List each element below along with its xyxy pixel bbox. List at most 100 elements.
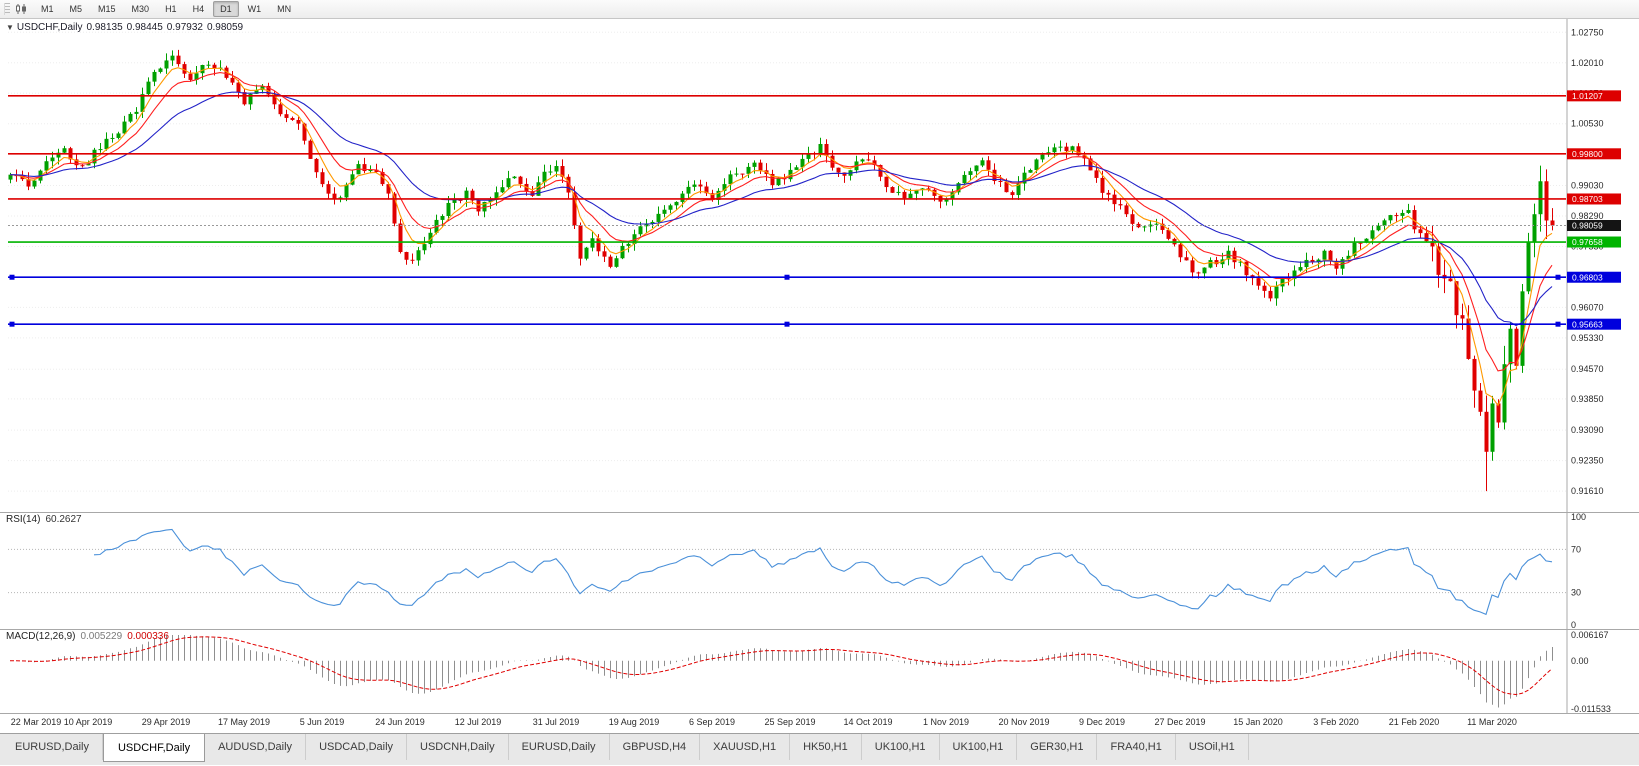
svg-text:1.01207: 1.01207 — [1572, 91, 1603, 101]
chart-tab-1-usdchf-daily[interactable]: USDCHF,Daily — [102, 734, 206, 762]
svg-text:0.93850: 0.93850 — [1571, 394, 1604, 404]
date-axis-labels: 22 Mar 2019 10 Apr 2019 29 Apr 2019 17 May … — [11, 717, 1517, 727]
level-badge-0.95663: 0.95663 — [1567, 318, 1621, 330]
chart-tab-5-eurusd-daily[interactable]: EURUSD,Daily — [509, 734, 610, 760]
svg-text:10 Apr 2019: 10 Apr 2019 — [64, 717, 113, 727]
macd-name: MACD(12,26,9) — [6, 631, 76, 642]
level-badge-1.01207: 1.01207 — [1567, 90, 1621, 102]
timeframe-button-m1[interactable]: M1 — [41, 4, 54, 14]
timeframe-buttons-group: M1 M5 M15 M30 H1 H4 D1 W1 MN — [33, 1, 299, 17]
level-handle[interactable] — [9, 321, 15, 327]
rsi-name: RSI(14) — [6, 514, 41, 525]
svg-text:27 Dec 2019: 27 Dec 2019 — [1154, 717, 1205, 727]
svg-text:1.02750: 1.02750 — [1571, 27, 1604, 37]
symbol-period-label: USDCHF,Daily — [16, 22, 83, 33]
timeframe-button-h4[interactable]: H4 — [192, 4, 205, 14]
timeframe-button-m15[interactable]: M15 — [98, 4, 116, 14]
chart-ohlc-title: ▼ USDCHF,Daily 0.98135 0.98445 0.97932 0.9805… — [6, 22, 247, 33]
timeframe-button-d1[interactable]: D1 — [213, 1, 239, 17]
svg-text:11 Mar 2020: 11 Mar 2020 — [1467, 717, 1517, 727]
symbol-dropdown-icon[interactable]: ▼ — [6, 23, 14, 32]
svg-text:-0.011533: -0.011533 — [1571, 704, 1611, 714]
svg-text:0.99800: 0.99800 — [1572, 149, 1603, 159]
svg-text:30: 30 — [1571, 588, 1581, 598]
chart-tab-3-usdcad-daily[interactable]: USDCAD,Daily — [306, 734, 408, 760]
chart-tab-10-uk100-h1[interactable]: UK100,H1 — [940, 734, 1018, 760]
level-badge-0.97658: 0.97658 — [1567, 236, 1621, 248]
timeframe-button-mn[interactable]: MN — [277, 4, 292, 14]
svg-text:6 Sep 2019: 6 Sep 2019 — [689, 717, 735, 727]
svg-text:31 Jul 2019: 31 Jul 2019 — [533, 717, 580, 727]
chart-area: 1.027501.020101.012701.005300.990300.982… — [0, 19, 1639, 733]
chart-tab-12-fra40-h1[interactable]: FRA40,H1 — [1097, 734, 1176, 760]
level-handle[interactable] — [784, 274, 790, 280]
svg-text:0.96070: 0.96070 — [1571, 302, 1604, 312]
svg-text:0.99030: 0.99030 — [1571, 181, 1604, 191]
chart-tab-4-usdcnh-daily[interactable]: USDCNH,Daily — [407, 734, 509, 760]
svg-text:0.95330: 0.95330 — [1571, 333, 1604, 343]
chart-tab-8-hk50-h1[interactable]: HK50,H1 — [790, 734, 862, 760]
rsi-scale-labels: 100 70 30 0 — [1571, 512, 1586, 630]
svg-text:22 Mar 2019: 22 Mar 2019 — [11, 717, 62, 727]
svg-text:25 Sep 2019: 25 Sep 2019 — [764, 717, 815, 727]
chart-tab-7-xauusd-h1[interactable]: XAUUSD,H1 — [700, 734, 791, 760]
svg-text:1.02010: 1.02010 — [1571, 58, 1604, 68]
level-handle[interactable] — [9, 274, 15, 280]
svg-text:21 Feb 2020: 21 Feb 2020 — [1389, 717, 1440, 727]
svg-text:0.98703: 0.98703 — [1572, 194, 1603, 204]
moving-average-24 — [9, 91, 1553, 327]
svg-text:29 Apr 2019: 29 Apr 2019 — [142, 717, 191, 727]
macd-main-value: 0.005229 — [80, 631, 123, 642]
svg-text:14 Oct 2019: 14 Oct 2019 — [843, 717, 892, 727]
level-badge-0.98703: 0.98703 — [1567, 193, 1621, 205]
svg-text:15 Jan 2020: 15 Jan 2020 — [1233, 717, 1283, 727]
svg-text:9 Dec 2019: 9 Dec 2019 — [1079, 717, 1125, 727]
svg-text:1 Nov 2019: 1 Nov 2019 — [923, 717, 969, 727]
svg-text:0.98290: 0.98290 — [1571, 211, 1604, 221]
chart-tab-6-gbpusd-h4[interactable]: GBPUSD,H4 — [610, 734, 701, 760]
macd-scale-labels: 0.006167 0.00 -0.011533 — [1571, 630, 1611, 714]
chart-tab-2-audusd-daily[interactable]: AUDUSD,Daily — [205, 734, 307, 760]
rsi-indicator-label: RSI(14) 60.2627 — [6, 514, 82, 525]
svg-text:0.92350: 0.92350 — [1571, 456, 1604, 466]
level-handle[interactable] — [1555, 274, 1561, 280]
macd-histogram — [16, 635, 1553, 708]
chart-tab-0-eurusd-daily[interactable]: EURUSD,Daily — [2, 734, 103, 760]
macd-signal-line — [10, 636, 1553, 696]
moving-average-5 — [9, 67, 1553, 407]
svg-text:100: 100 — [1571, 512, 1586, 522]
level-handle[interactable] — [784, 321, 790, 327]
timeframe-button-h1[interactable]: H1 — [165, 4, 177, 14]
rsi-line — [93, 528, 1553, 616]
level-handle[interactable] — [1555, 321, 1561, 327]
toolbar-grip[interactable] — [4, 3, 10, 15]
chart-tab-9-uk100-h1[interactable]: UK100,H1 — [862, 734, 940, 760]
svg-text:0.94570: 0.94570 — [1571, 364, 1604, 374]
candles — [8, 49, 1555, 492]
chart-canvas[interactable]: 1.027501.020101.012701.005300.990300.982… — [0, 19, 1639, 733]
chart-tab-11-ger30-h1[interactable]: GER30,H1 — [1017, 734, 1098, 760]
candlestick-chart-icon[interactable] — [15, 3, 27, 15]
moving-average-10 — [9, 72, 1553, 372]
svg-text:1.00530: 1.00530 — [1571, 119, 1604, 129]
svg-text:12 Jul 2019: 12 Jul 2019 — [455, 717, 502, 727]
timeframe-button-m30[interactable]: M30 — [131, 4, 150, 14]
svg-text:0: 0 — [1571, 620, 1576, 630]
macd-indicator-label: MACD(12,26,9) 0.005229 0.000336 — [6, 631, 169, 642]
timeframe-button-m5[interactable]: M5 — [69, 4, 83, 14]
chart-tab-13-usoil-h1[interactable]: USOil,H1 — [1176, 734, 1249, 760]
svg-text:20 Nov 2019: 20 Nov 2019 — [998, 717, 1049, 727]
chart-tab-bar: EURUSD,Daily USDCHF,Daily AUDUSD,Daily USDC… — [0, 733, 1639, 765]
macd-signal-value: 0.000336 — [127, 631, 169, 642]
timeframe-toolbar: M1 M5 M15 M30 H1 H4 D1 W1 MN — [0, 0, 1639, 19]
timeframe-button-w1[interactable]: W1 — [247, 4, 262, 14]
svg-text:17 May 2019: 17 May 2019 — [218, 717, 270, 727]
svg-text:0.95663: 0.95663 — [1572, 319, 1603, 329]
svg-text:0.97658: 0.97658 — [1572, 237, 1603, 247]
level-badge-0.96803: 0.96803 — [1567, 271, 1621, 283]
ohlc-close: 0.98059 — [206, 22, 244, 33]
svg-text:19 Aug 2019: 19 Aug 2019 — [609, 717, 660, 727]
rsi-value: 60.2627 — [45, 514, 82, 525]
svg-text:24 Jun 2019: 24 Jun 2019 — [375, 717, 425, 727]
